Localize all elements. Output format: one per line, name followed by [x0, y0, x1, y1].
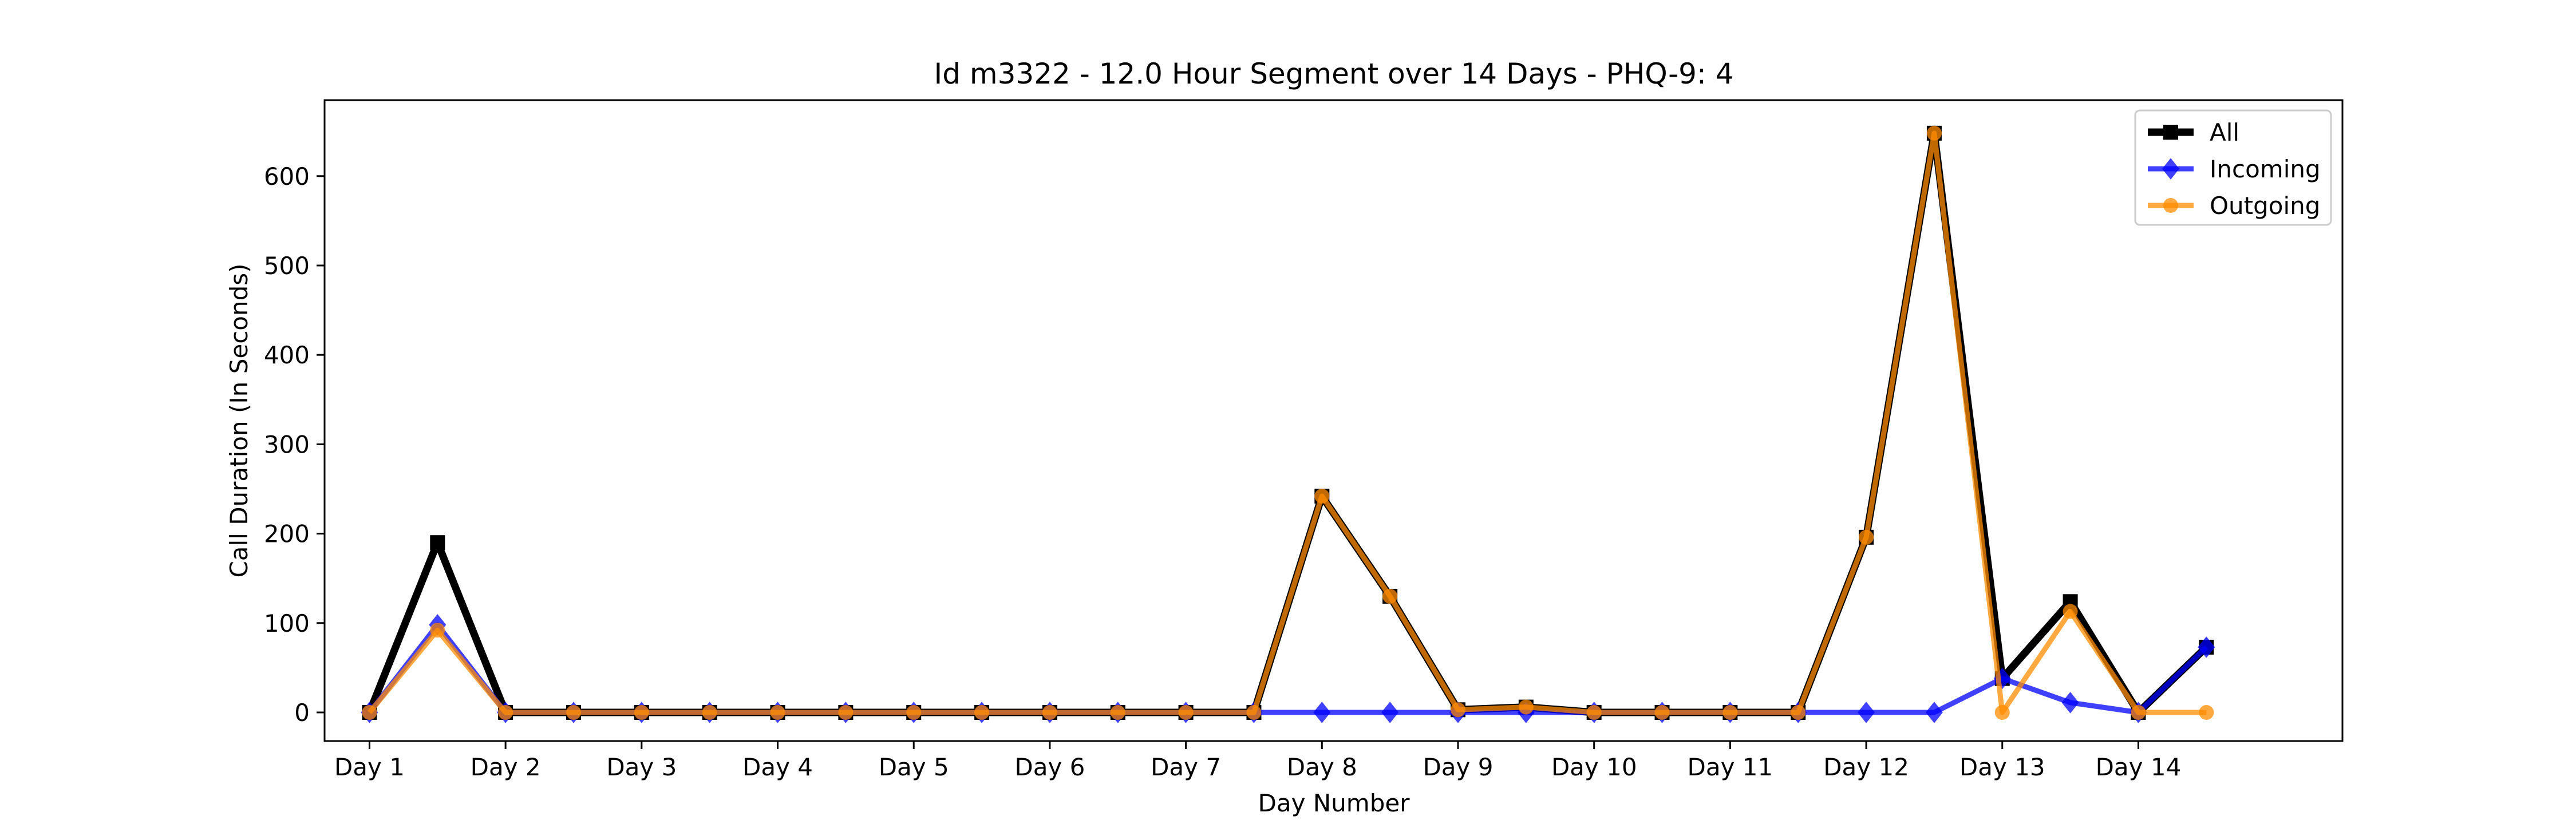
series-line-incoming	[367, 622, 2208, 715]
x-tick-label: Day 7	[1151, 753, 1221, 781]
legend-label: Outgoing	[2210, 192, 2320, 220]
data-point-outgoing	[906, 705, 922, 720]
data-point-outgoing	[430, 623, 445, 638]
x-tick-label: Day 11	[1688, 753, 1773, 781]
data-point-outgoing	[1926, 125, 1942, 141]
y-tick-label: 600	[264, 163, 310, 191]
data-point-outgoing	[2199, 705, 2214, 720]
data-point-outgoing	[974, 705, 990, 720]
series-line-outgoing	[367, 130, 2207, 715]
legend-item-outgoing: Outgoing	[2148, 192, 2320, 220]
data-point-outgoing	[2131, 705, 2146, 720]
legend-label: Incoming	[2210, 155, 2321, 183]
data-point-outgoing	[498, 705, 513, 720]
chart-title: Id m3322 - 12.0 Hour Segment over 14 Day…	[934, 57, 1733, 90]
series-all	[362, 125, 2214, 720]
data-point-incoming	[1925, 702, 1943, 723]
series-outgoing	[362, 125, 2214, 720]
data-point-outgoing	[362, 705, 377, 720]
data-point-outgoing	[1859, 529, 1874, 545]
data-point-outgoing	[1722, 705, 1738, 720]
data-point-outgoing	[1382, 588, 1398, 604]
data-point-incoming	[2061, 692, 2079, 714]
x-tick-label: Day 1	[334, 753, 405, 781]
legend-item-incoming: Incoming	[2148, 155, 2321, 183]
y-tick-label: 400	[264, 341, 310, 369]
y-tick-label: 200	[264, 520, 310, 548]
data-point-outgoing	[1042, 705, 1057, 720]
plot-frame	[323, 99, 2344, 742]
legend-item-all: All	[2148, 118, 2239, 146]
x-axis: Day 1 Day 2 Day 3 Day 4 Day 5 Day 6 Day 7 Day 8…	[334, 741, 2181, 781]
x-tick-label: Day 13	[1959, 753, 2045, 781]
legend-swatch-marker	[2163, 125, 2178, 140]
data-point-outgoing	[1314, 488, 1330, 504]
data-point-outgoing	[634, 705, 649, 720]
y-tick-label: 100	[264, 609, 310, 637]
data-point-incoming	[1381, 702, 1399, 723]
data-point-outgoing	[1518, 699, 1534, 715]
data-point-outgoing	[838, 705, 854, 720]
y-axis-label: Call Duration (In Seconds)	[225, 263, 253, 577]
data-point-incoming	[2198, 636, 2215, 658]
x-tick-label: Day 12	[1823, 753, 1909, 781]
data-point-all	[430, 535, 445, 550]
x-tick-label: Day 2	[471, 753, 541, 781]
x-tick-label: Day 9	[1423, 753, 1493, 781]
series-layer	[361, 125, 2215, 723]
data-point-incoming	[1858, 702, 1875, 723]
data-point-outgoing	[566, 705, 581, 720]
y-tick-label: 300	[264, 430, 310, 458]
data-point-outgoing	[1994, 705, 2010, 720]
x-tick-label: Day 8	[1287, 753, 1357, 781]
legend-swatch-marker	[2162, 158, 2179, 180]
x-tick-label: Day 6	[1014, 753, 1085, 781]
data-point-outgoing	[1586, 705, 1602, 720]
legend: All Incoming Outgoing	[2134, 109, 2332, 226]
plot-area: Day 1 Day 2 Day 3 Day 4 Day 5 Day 6 Day 7 Day 8…	[264, 99, 2344, 781]
data-point-outgoing	[2063, 604, 2078, 619]
x-tick-label: Day 14	[2096, 753, 2182, 781]
legend-swatch-marker	[2163, 198, 2178, 213]
x-tick-label: Day 3	[606, 753, 677, 781]
x-tick-label: Day 5	[879, 753, 949, 781]
data-point-outgoing	[770, 705, 785, 720]
data-point-outgoing	[1791, 705, 1806, 720]
x-tick-label: Day 10	[1551, 753, 1637, 781]
legend-label: All	[2210, 118, 2239, 146]
data-point-outgoing	[702, 705, 717, 720]
series-line-all	[366, 129, 2209, 716]
legend-frame	[2134, 109, 2332, 226]
data-point-outgoing	[1246, 705, 1262, 720]
data-point-outgoing	[1654, 705, 1670, 720]
x-tick-label: Day 4	[742, 753, 813, 781]
x-axis-label: Day Number	[1258, 789, 1410, 817]
data-point-outgoing	[1450, 702, 1465, 718]
y-axis: 0 100 200 300 400 500 600	[264, 163, 325, 727]
data-point-outgoing	[1110, 705, 1125, 720]
y-tick-label: 500	[264, 252, 310, 280]
y-tick-label: 0	[294, 699, 310, 727]
data-point-incoming	[1313, 702, 1331, 723]
data-point-outgoing	[1178, 705, 1194, 720]
